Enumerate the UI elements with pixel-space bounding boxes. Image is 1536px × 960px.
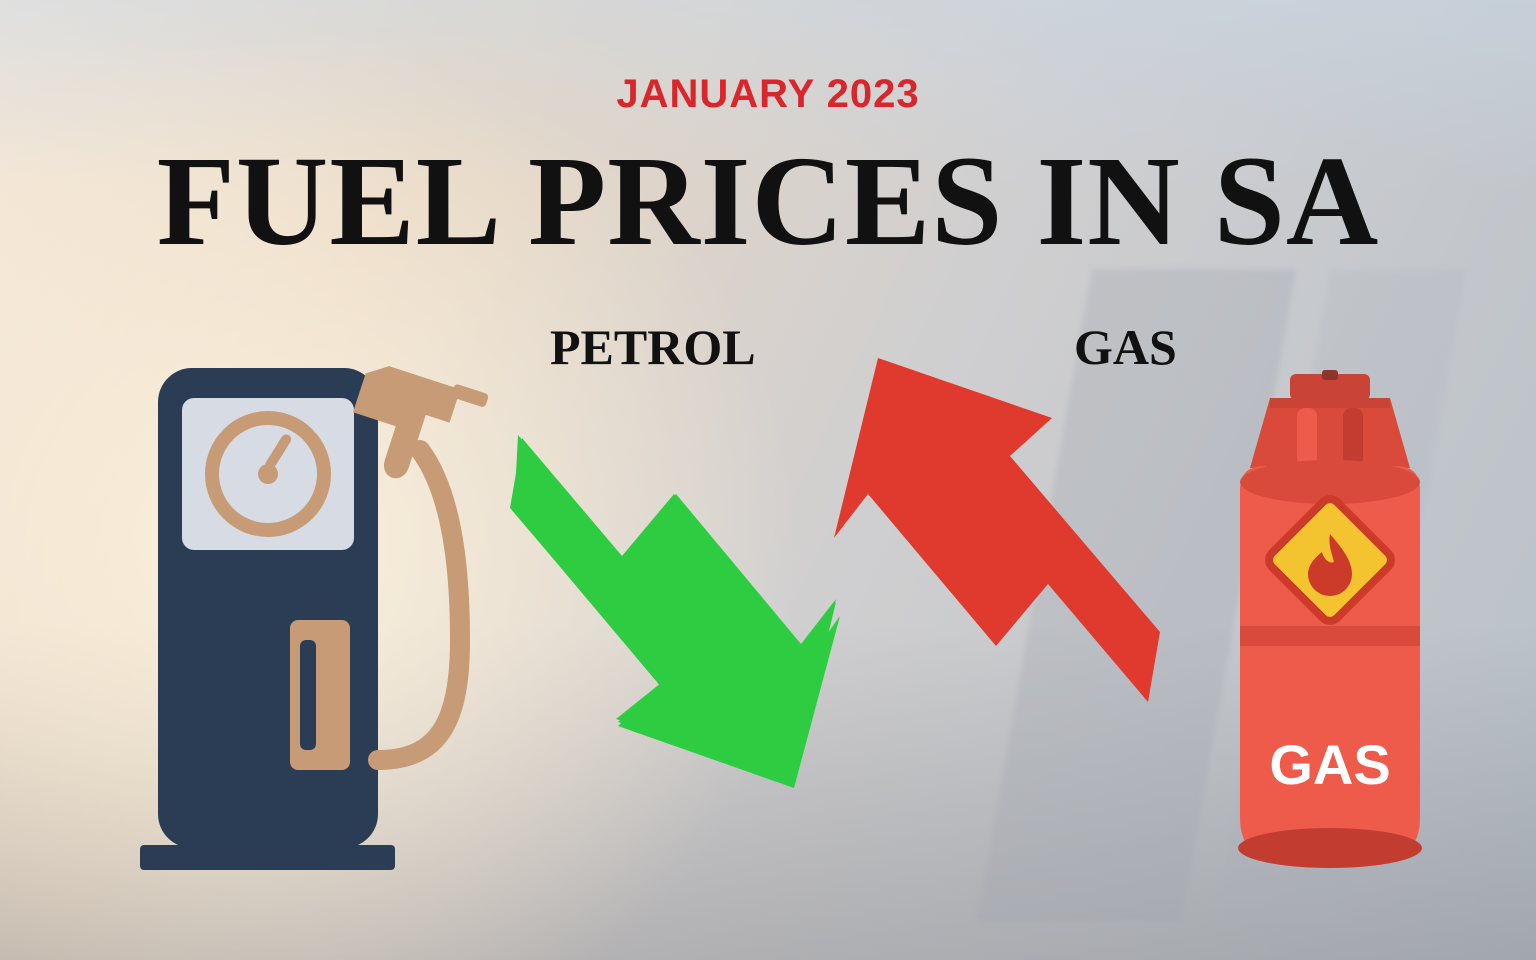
infographic: JANUARY 2023 FUEL PRICES IN SA PETROL GA… (0, 0, 1536, 960)
pump-hose (378, 450, 460, 760)
main-title: FUEL PRICES IN SA (0, 128, 1536, 275)
pump-body (140, 368, 395, 870)
trend-down-arrow-icon (510, 380, 840, 800)
gas-cylinder-icon: GAS (1210, 370, 1450, 870)
cylinder-text: GAS (1269, 733, 1390, 796)
fuel-pump-icon (140, 340, 510, 870)
trend-up-arrow-icon (830, 340, 1160, 760)
date-heading: JANUARY 2023 (0, 72, 1536, 117)
petrol-label: PETROL (550, 318, 756, 376)
